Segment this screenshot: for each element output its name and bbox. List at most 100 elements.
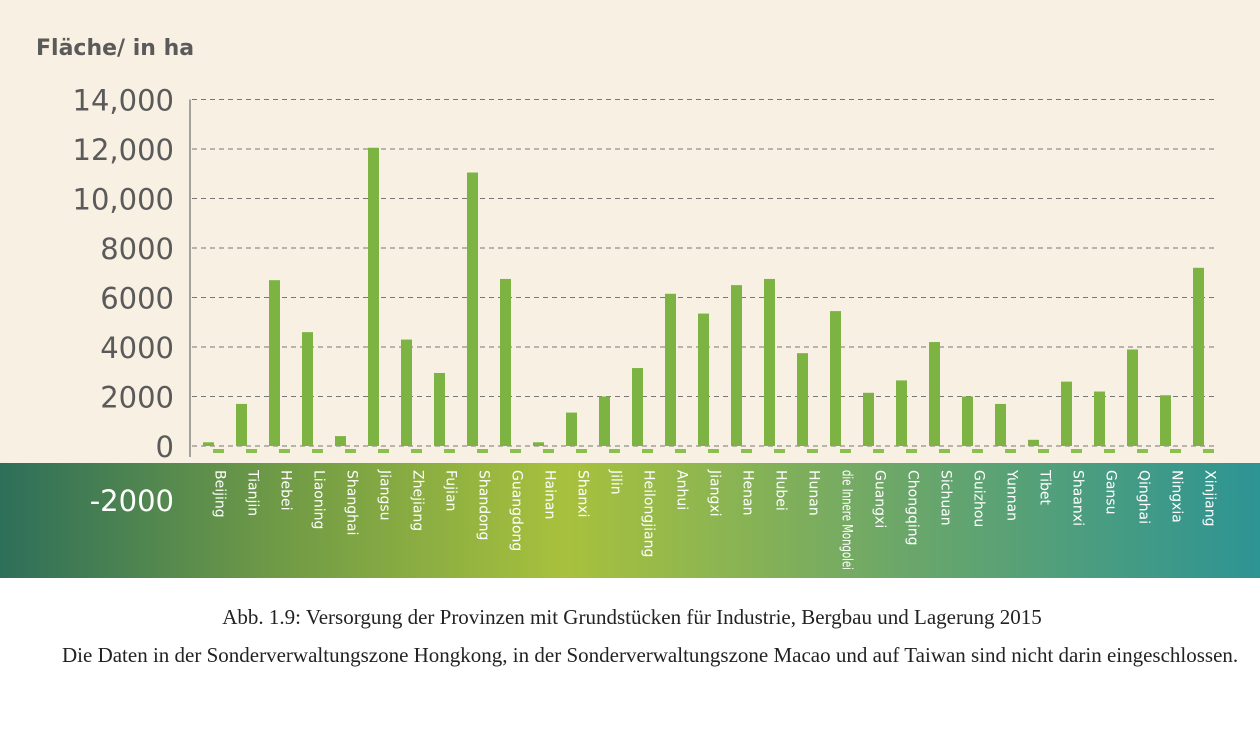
bar <box>1094 391 1105 446</box>
y-tick-label: 8000 <box>100 232 174 266</box>
bar-base-mark <box>675 449 686 453</box>
bar-base-mark <box>642 449 653 453</box>
bar-base-mark <box>543 449 554 453</box>
bar-base-mark <box>840 449 851 453</box>
category-label: Anhui <box>674 470 690 510</box>
bar-base-mark <box>246 449 257 453</box>
y-axis-label: Fläche/ in ha <box>36 36 194 61</box>
category-label: Henan <box>740 470 756 515</box>
bar-base-mark <box>1071 449 1082 453</box>
bar <box>764 278 775 446</box>
bar <box>896 380 907 446</box>
category-label: Hainan <box>542 470 558 519</box>
y-tick-label: 2000 <box>100 381 174 415</box>
category-label: Tibet <box>1037 469 1053 506</box>
bar <box>731 285 742 446</box>
bar <box>1193 267 1204 446</box>
bar-base-mark <box>774 449 785 453</box>
bar <box>302 332 313 446</box>
bar-base-mark <box>807 449 818 453</box>
category-label: Heilongjiang <box>641 470 657 557</box>
bar <box>830 311 841 446</box>
category-label: Guangxi <box>872 470 888 528</box>
bar <box>1028 439 1039 446</box>
bar-chart: 14,000 12,000 10,000 8000 6000 4000 2000 0 -2000… <box>0 36 1260 578</box>
category-label: Ningxia <box>1169 470 1185 523</box>
category-label: Jiangxi <box>707 469 723 517</box>
bar-base-mark <box>873 449 884 453</box>
category-label: Sichuan <box>938 470 954 526</box>
bar <box>599 396 610 446</box>
bar-base-mark <box>741 449 752 453</box>
bar <box>368 147 379 446</box>
category-label: Guangdong <box>509 470 525 551</box>
bar <box>401 339 412 446</box>
bar-base-mark <box>510 449 521 453</box>
category-label: Shandong <box>476 470 492 540</box>
bar-base-mark <box>1104 449 1115 453</box>
bar-base-mark <box>411 449 422 453</box>
category-label: die Innere Mongolei <box>839 470 855 570</box>
bar <box>1160 395 1171 446</box>
bar-base-mark <box>972 449 983 453</box>
bar-base-mark <box>213 449 224 453</box>
category-label: Qinghai <box>1136 470 1152 524</box>
category-label: Guizhou <box>971 470 987 527</box>
category-label: Shanxi <box>575 470 591 517</box>
figure-note: Die Daten in der Sonderverwaltungszone H… <box>62 643 1239 667</box>
category-label: Jilin <box>608 469 624 495</box>
category-label: Chongqing <box>905 470 921 546</box>
bar-base-mark <box>1038 449 1049 453</box>
bar-base-mark <box>1005 449 1016 453</box>
bar <box>335 436 346 446</box>
bar-base-mark <box>1170 449 1181 453</box>
bar-base-mark <box>312 449 323 453</box>
bar <box>1061 381 1072 446</box>
bar-base-mark <box>1203 449 1214 453</box>
y-tick-label: 10,000 <box>73 183 174 217</box>
category-label: Fujian <box>443 470 459 511</box>
bar <box>797 353 808 446</box>
bar-base-mark <box>708 449 719 453</box>
category-label: Beijing <box>212 470 228 518</box>
bar <box>929 342 940 446</box>
y-tick-label: 6000 <box>100 282 174 316</box>
negative-band <box>0 463 1260 578</box>
bar-base-mark <box>906 449 917 453</box>
bar <box>962 396 973 446</box>
bar-base-mark <box>1137 449 1148 453</box>
bar-base-mark <box>939 449 950 453</box>
bar-base-mark <box>279 449 290 453</box>
bar <box>863 392 874 446</box>
y-tick-label: 14,000 <box>73 84 174 118</box>
bar <box>500 278 511 446</box>
y-tick-label: -2000 <box>90 484 174 518</box>
bar <box>665 293 676 446</box>
category-label: Hunan <box>806 470 822 516</box>
bar <box>698 313 709 446</box>
category-label: Liaoning <box>311 470 327 529</box>
bar <box>1127 349 1138 446</box>
bar <box>269 280 280 446</box>
bar-base-mark <box>477 449 488 453</box>
bar-base-mark <box>576 449 587 453</box>
category-label: Gansu <box>1103 470 1119 514</box>
category-label: Shaanxi <box>1070 470 1086 526</box>
category-label: Hubei <box>773 470 789 511</box>
chart-area: 14,000 12,000 10,000 8000 6000 4000 2000 0 -2000… <box>0 0 1260 578</box>
y-tick-label: 0 <box>156 430 174 464</box>
bar <box>467 172 478 446</box>
bar-base-mark <box>609 449 620 453</box>
category-label: Zhejiang <box>410 470 426 531</box>
bar <box>566 412 577 446</box>
category-label: Jiangsu <box>377 469 393 521</box>
bar <box>995 403 1006 446</box>
category-label: Xinjiang <box>1202 470 1218 526</box>
figure-caption: Abb. 1.9: Versorgung der Provinzen mit G… <box>222 605 1042 629</box>
bar <box>434 372 445 446</box>
bar <box>203 442 214 446</box>
bar <box>632 368 643 446</box>
bar-base-mark <box>378 449 389 453</box>
y-tick-label: 4000 <box>100 331 174 365</box>
category-label: Shanghai <box>344 470 360 535</box>
